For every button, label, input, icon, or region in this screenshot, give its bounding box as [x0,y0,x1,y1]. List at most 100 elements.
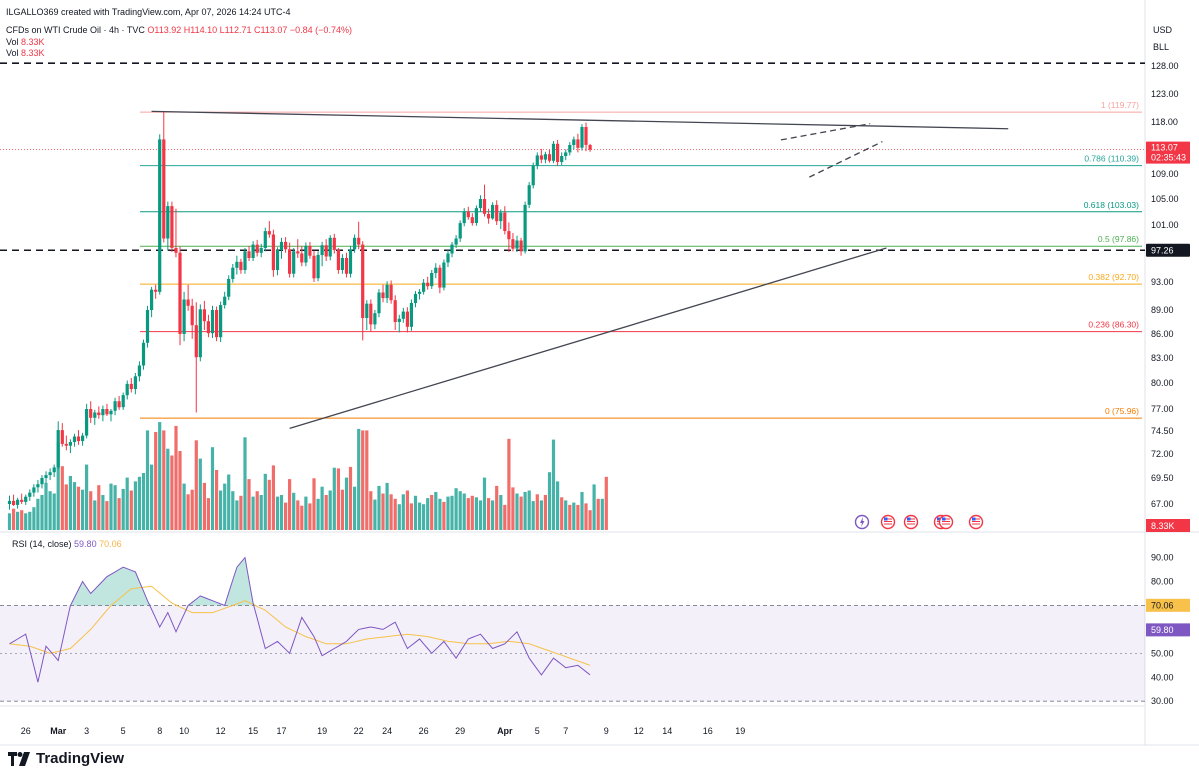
price-tick-label: 101.00 [1151,220,1179,230]
candle-body [141,342,146,366]
volume-bar [158,422,162,530]
price-tick-label: 89.00 [1151,305,1174,315]
candle-body [556,143,560,162]
candle-body [491,204,495,219]
candle-body [401,311,405,319]
volume-bar [458,491,462,530]
volume-bar [52,493,56,530]
candle-body [150,289,154,310]
candle-body [312,255,316,279]
brand-name: TradingView [36,750,125,767]
volume-bar [450,495,454,530]
candle-body [44,475,48,478]
volume-bar [584,503,588,530]
volume-bar [227,474,231,530]
candle-body [263,231,267,248]
candle-body [487,213,491,219]
badge-bg [1146,598,1190,612]
candle-body [422,282,426,292]
time-tick-label: 5 [121,726,126,736]
candle-body [438,267,442,288]
candle-body [154,289,158,292]
volume-bar [340,489,344,530]
candle-body [405,311,409,327]
candle-body [377,292,381,314]
volume-bar [531,501,535,530]
volume-bar [296,500,300,530]
candle-body [340,258,344,270]
candle-body [288,249,292,274]
candle-body [507,231,511,240]
candle-body [478,199,483,209]
support-price-label: 97.26 [1151,246,1174,256]
volume-bar [604,476,608,530]
volume-bar [499,495,503,530]
price-tick-label: 80.00 [1151,378,1174,388]
candle-body [397,318,401,322]
rsi-ma-badge-label: 70.06 [1151,600,1174,610]
vol-label-2: Vol [6,48,19,58]
unit-label[interactable]: BLL [1153,42,1170,52]
us-flag-icon [938,514,954,530]
volume-bar [511,487,515,530]
volume-bar [48,491,52,530]
candle-body [48,472,52,476]
volume-bar [109,483,113,530]
time-tick-label: 9 [604,726,609,736]
volume-bar [141,473,146,530]
volume-bar [592,484,596,530]
volume-bar [580,492,584,530]
candle-body [182,299,186,334]
ohlc-open: O113.92 [147,25,182,35]
volume-bar [373,499,377,530]
time-tick-label: 26 [419,726,429,736]
price-tick-label: 128.00 [1151,61,1179,71]
volume-bar [20,510,24,530]
volume-bar [166,448,170,530]
candle-body [243,251,247,270]
candle-body [129,383,133,390]
rsi-tick-label: 30.00 [1151,696,1174,706]
volume-bar [470,495,474,530]
tradingview-logo[interactable]: TradingView [8,750,124,767]
candle-body [186,299,190,306]
candle-body [28,492,32,497]
rsi-legend-value: 59.80 [74,539,97,549]
vol-value-2: 8.33K [21,48,45,58]
currency-label[interactable]: USD [1153,25,1173,35]
volume-bar [572,502,576,530]
volume-bar [568,504,572,530]
candle-body [174,248,178,253]
candle-body [170,206,174,248]
ohlc-low: L112.71 [219,25,252,35]
volume-bar [547,472,552,530]
volume-line-1: Vol 8.33K [6,37,45,48]
flash-glyph [860,517,865,527]
volume-bar [117,498,121,530]
time-tick-label: 19 [317,726,327,736]
fib-label: 0.5 (97.86) [1098,234,1139,244]
candle-body [580,127,584,148]
candle-body [527,185,531,205]
volume-bar [409,503,413,530]
candle-body [511,239,515,249]
volume-bar [336,468,340,530]
candle-body [105,409,109,415]
candle-body [68,442,72,446]
badge-bg [1146,243,1190,257]
volume-bar [438,498,442,530]
volume-bar [600,498,604,530]
candle-body [279,241,284,250]
time-tick-label: 12 [634,726,644,736]
volume-bar [426,498,430,530]
us-flag-icon [903,514,919,530]
candle-body [316,255,320,279]
last-volume-label: 8.33K [1151,521,1175,531]
rsi-tick-label: 40.00 [1151,672,1174,682]
candle-body [353,237,357,250]
candle-body [125,383,129,396]
price-tick-label: 118.00 [1151,117,1178,127]
candle-body [85,409,89,436]
volume-bar [81,489,85,530]
